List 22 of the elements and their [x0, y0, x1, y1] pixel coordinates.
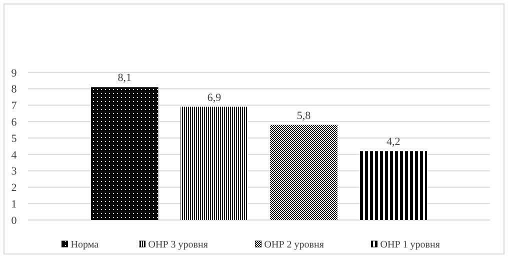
y-tick-label: 8 [11, 84, 18, 96]
y-tick-label: 3 [11, 166, 18, 178]
y-tick-label: 9 [11, 67, 18, 80]
y-tick-label: 0 [11, 214, 18, 227]
y-tick-label: 4 [11, 149, 18, 162]
legend-label: ОНР 3 уровня [148, 240, 208, 250]
y-tick-label: 6 [11, 116, 18, 128]
bar [360, 151, 427, 220]
legend-label: Норма [70, 240, 100, 250]
legend-label: ОНР 2 уровня [264, 240, 324, 250]
data-label: 8,1 [118, 72, 132, 84]
legend-label: ОНР 1 уровня [380, 240, 440, 250]
bar [91, 87, 158, 220]
data-label: 5,8 [296, 110, 312, 122]
bar [270, 124, 338, 220]
y-tick-label: 2 [11, 182, 17, 194]
bar [180, 106, 248, 220]
y-tick-label: 7 [11, 100, 18, 112]
y-tick-label: 1 [11, 198, 17, 210]
data-label: 6,9 [207, 92, 222, 104]
data-label: 4,2 [386, 136, 400, 148]
y-tick-label: 5 [11, 132, 18, 145]
